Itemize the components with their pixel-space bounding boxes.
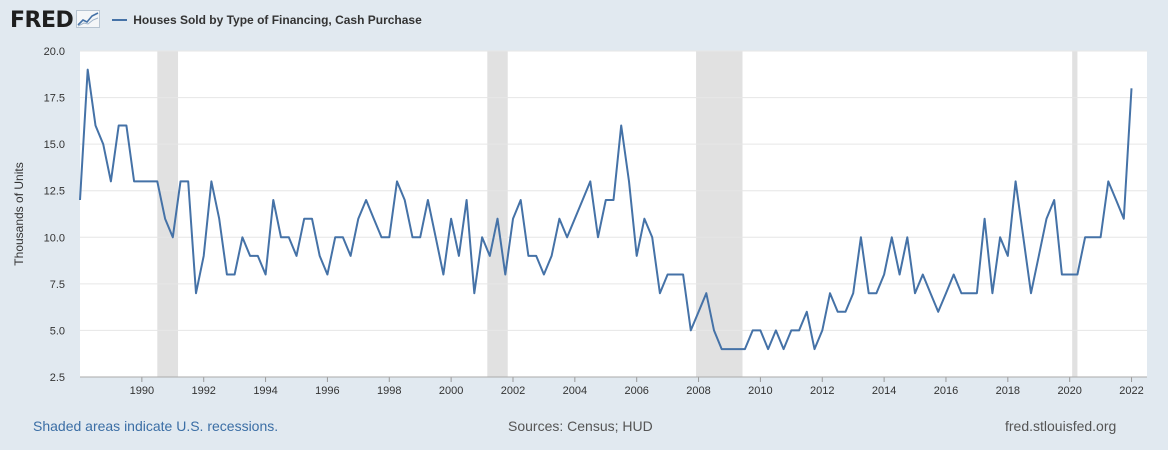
x-tick-label: 2016 [934, 385, 958, 397]
fred-url-text: fred.stlouisfed.org [1005, 418, 1117, 434]
legend-line-swatch [112, 19, 128, 21]
x-tick-label: 2022 [1119, 385, 1143, 397]
x-tick-label: 2010 [748, 385, 772, 397]
line-chart: 2.5 5.0 7.5 10.0 12.5 15.0 17.5 20.0 1990 1992 199… [12, 46, 1147, 397]
x-tick-label: 2020 [1057, 385, 1081, 397]
legend: Houses Sold by Type of Financing, Cash P… [112, 13, 422, 27]
recession-band [487, 51, 508, 377]
recession-note-link[interactable]: Shaded areas indicate U.S. recessions. [33, 418, 279, 434]
x-tick-label: 2014 [872, 385, 896, 397]
x-tick-label: 2008 [686, 385, 710, 397]
y-tick-label: 10.0 [44, 232, 65, 244]
x-tick-label: 2012 [810, 385, 834, 397]
x-tick-label: 1992 [191, 385, 215, 397]
recession-band [1072, 51, 1078, 377]
recession-band [696, 51, 743, 377]
sources-text: Sources: Census; HUD [508, 418, 653, 434]
y-tick-label: 12.5 [44, 186, 65, 198]
x-tick-label: 2002 [501, 385, 525, 397]
x-tick-label: 1994 [253, 385, 277, 397]
legend-series-label[interactable]: Houses Sold by Type of Financing, Cash P… [133, 13, 422, 27]
x-tick-label: 2004 [563, 385, 587, 397]
y-tick-label: 15.0 [44, 139, 65, 151]
plot-area [80, 51, 1147, 377]
y-tick-label: 7.5 [50, 279, 65, 291]
y-tick-label: 17.5 [44, 93, 65, 105]
recession-band [157, 51, 179, 377]
chart-header: FRED Houses Sold by Type of Financing, C… [10, 6, 422, 34]
x-tick-label: 1998 [377, 385, 401, 397]
x-tick-label: 1990 [130, 385, 154, 397]
x-tick-label: 1996 [315, 385, 339, 397]
y-tick-label: 5.0 [50, 325, 65, 337]
y-tick-label: 20.0 [44, 46, 65, 58]
y-tick-label: 2.5 [50, 372, 65, 384]
x-tick-label: 2006 [624, 385, 648, 397]
series-line [79, 68, 1133, 351]
x-tick-label: 2000 [439, 385, 463, 397]
fred-logo[interactable]: FRED [10, 7, 74, 33]
x-tick-label: 2018 [996, 385, 1020, 397]
y-axis-label: Thousands of Units [12, 162, 26, 265]
chart-trend-icon [76, 9, 101, 33]
